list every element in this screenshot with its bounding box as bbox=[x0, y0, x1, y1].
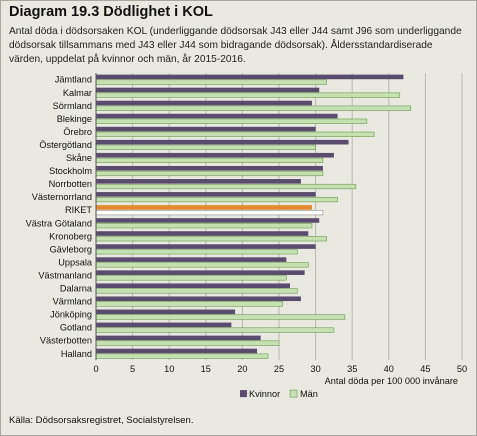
bar-kvinnor bbox=[96, 322, 232, 328]
category-label: Västmanland bbox=[38, 270, 92, 280]
bar-man bbox=[95, 301, 283, 307]
category-label: Dalarna bbox=[60, 284, 93, 294]
bar-man bbox=[95, 275, 287, 281]
bar-man bbox=[95, 236, 327, 242]
x-tick-label: 40 bbox=[384, 364, 394, 374]
x-tick-label: 5 bbox=[130, 364, 135, 374]
bar-kvinnor bbox=[96, 179, 301, 184]
bars bbox=[95, 74, 412, 359]
bar-man bbox=[95, 210, 324, 216]
category-label: Halland bbox=[61, 349, 92, 359]
bar-man bbox=[95, 144, 316, 150]
bar-man bbox=[95, 157, 324, 164]
category-label: Norrbotten bbox=[49, 179, 92, 189]
x-tick-label: 50 bbox=[457, 364, 467, 374]
bar-man bbox=[95, 118, 368, 124]
category-label: Östergötland bbox=[39, 140, 92, 150]
x-tick-label: 45 bbox=[420, 364, 430, 374]
bar-man bbox=[95, 183, 357, 190]
x-tick-label: 25 bbox=[274, 364, 284, 374]
category-label: Kronoberg bbox=[49, 231, 92, 241]
x-tick-label: 20 bbox=[237, 364, 247, 374]
bar-kvinnor bbox=[96, 152, 334, 158]
legend-label-man: Män bbox=[300, 389, 318, 399]
bar-man bbox=[95, 92, 401, 98]
source-note: Källa: Dödsorsaksregistret, Socialstyrel… bbox=[9, 415, 194, 426]
bar-man bbox=[95, 288, 298, 294]
bar-man bbox=[95, 353, 269, 359]
bar-man bbox=[95, 314, 346, 320]
bar-man bbox=[95, 262, 309, 268]
category-label: Jämtland bbox=[55, 75, 92, 85]
category-labels: Jämtland Kalmar Sörmland Blekinge Örebro Öste… bbox=[26, 75, 93, 359]
category-label: Kalmar bbox=[63, 88, 92, 98]
bar-kvinnor bbox=[96, 244, 316, 249]
category-label: Gotland bbox=[60, 323, 92, 333]
bar-man bbox=[95, 249, 298, 255]
bar-kvinnor bbox=[96, 87, 320, 93]
category-label: Gävleborg bbox=[50, 244, 92, 254]
x-tick-labels: 0 5 10 15 20 25 30 35 40 45 50 bbox=[93, 364, 467, 374]
bar-kvinnor bbox=[96, 218, 320, 223]
category-label: Uppsala bbox=[58, 257, 93, 267]
category-label: Blekinge bbox=[57, 114, 92, 124]
bar-man bbox=[95, 131, 375, 137]
bar-kvinnor bbox=[96, 309, 236, 315]
category-label: Jönköping bbox=[50, 310, 92, 320]
category-label: Örebro bbox=[63, 127, 92, 137]
bar-kvinnor bbox=[96, 283, 290, 289]
bar-kvinnor bbox=[96, 257, 287, 262]
bar-kvinnor bbox=[96, 192, 316, 197]
x-tick-label: 10 bbox=[164, 364, 174, 374]
x-tick-label: 15 bbox=[201, 364, 211, 374]
bar-kvinnor bbox=[96, 74, 404, 80]
bar-kvinnor bbox=[96, 348, 258, 354]
legend-swatch-kvinnor bbox=[240, 390, 247, 398]
bar-kvinnor bbox=[96, 335, 261, 341]
category-label: Västerbotten bbox=[40, 336, 92, 346]
x-axis-label: Antal döda per 100 000 invånare bbox=[325, 376, 458, 386]
legend: Kvinnor Män bbox=[240, 389, 318, 399]
bar-man bbox=[95, 105, 412, 111]
bar-kvinnor bbox=[96, 165, 323, 171]
category-label: Stockholm bbox=[49, 166, 92, 176]
category-label: Västernorrland bbox=[32, 192, 92, 202]
category-label: Skåne bbox=[66, 153, 92, 163]
bar-kvinnor bbox=[96, 113, 338, 119]
bar-man bbox=[95, 196, 338, 203]
chart-title: Diagram 19.3 Dödlighet i KOL bbox=[9, 4, 213, 20]
bar-kvinnor bbox=[96, 205, 312, 210]
bar-man bbox=[95, 79, 327, 85]
bar-kvinnor bbox=[96, 296, 301, 302]
bar-man bbox=[95, 223, 313, 229]
category-label: Sörmland bbox=[53, 101, 92, 111]
chart-subtitle: Antal döda i dödsorsaken KOL (underligga… bbox=[9, 26, 462, 65]
category-label: Värmland bbox=[53, 297, 92, 307]
category-label: Västra Götaland bbox=[26, 218, 92, 228]
x-tick-label: 30 bbox=[310, 364, 320, 374]
bar-kvinnor bbox=[96, 231, 309, 236]
bar-man bbox=[95, 340, 280, 346]
x-tick-label: 35 bbox=[347, 364, 357, 374]
legend-label-kvinnor: Kvinnor bbox=[249, 389, 280, 399]
bar-kvinnor bbox=[96, 270, 305, 275]
x-tick-label: 0 bbox=[93, 364, 98, 374]
bar-man bbox=[95, 170, 324, 177]
bar-kvinnor bbox=[96, 126, 316, 132]
bar-kvinnor bbox=[96, 139, 349, 145]
bar-man bbox=[95, 327, 335, 333]
category-label: RIKET bbox=[65, 205, 92, 215]
legend-swatch-man bbox=[289, 389, 298, 398]
bar-kvinnor bbox=[96, 100, 312, 106]
